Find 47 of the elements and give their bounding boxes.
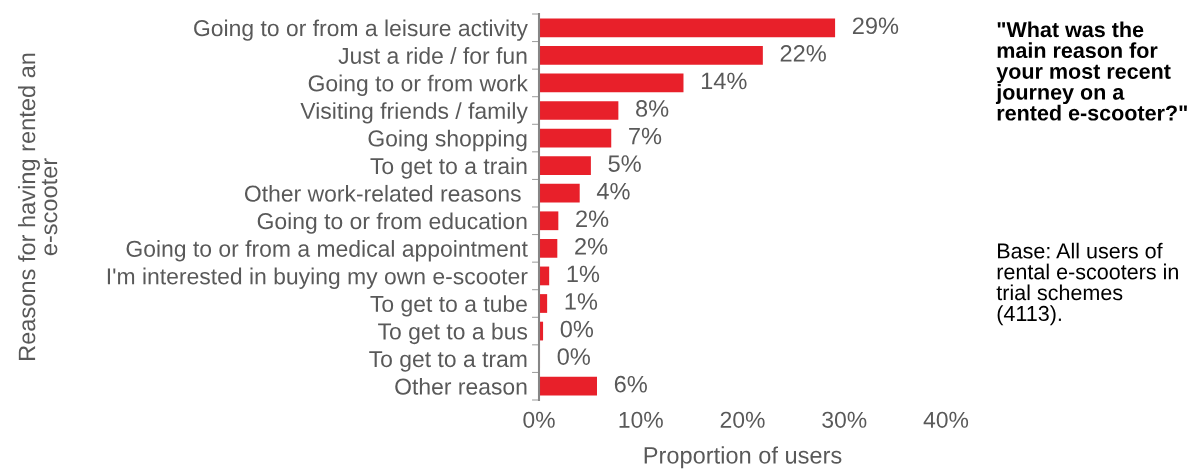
y-tick-label: To get to a bus bbox=[378, 322, 528, 345]
data-label: 4% bbox=[596, 182, 630, 200]
y-axis-title: Reasons for having rented an e-scooter bbox=[17, 53, 58, 360]
data-label: 2% bbox=[576, 210, 609, 228]
y-tick-label: Going to or from a medical appointment bbox=[126, 240, 528, 262]
bar bbox=[539, 45, 763, 65]
x-tick-label: 10% bbox=[619, 411, 663, 428]
x-tick-label: 20% bbox=[720, 411, 765, 428]
y-tick-label: Going to or from education bbox=[257, 212, 527, 234]
bar bbox=[539, 156, 591, 176]
data-label: 14% bbox=[701, 72, 747, 90]
x-tick-label: 40% bbox=[923, 411, 969, 428]
y-tick-label: Other work-related reasons bbox=[244, 184, 521, 202]
data-label: 6% bbox=[614, 375, 647, 393]
x-tick-label: 0% bbox=[523, 411, 555, 428]
y-tick-label: Visiting friends / family bbox=[300, 102, 528, 124]
y-tick-label: To get to a tram bbox=[369, 351, 527, 372]
y-tick-label: I'm interested in buying my own e-scooter bbox=[107, 267, 528, 289]
bar bbox=[539, 101, 619, 120]
y-tick-label: To get to a tube bbox=[370, 295, 527, 317]
y-tick-label: Going to or from a leisure activity bbox=[194, 19, 528, 41]
x-tick-label: 30% bbox=[822, 411, 867, 428]
bar bbox=[539, 18, 836, 38]
data-label: 2% bbox=[575, 237, 608, 255]
data-label: 0% bbox=[557, 348, 590, 365]
text: "What was the main reason for your most recent journey on a rented e-scooter?" bbox=[995, 21, 1187, 121]
data-label: 5% bbox=[608, 155, 641, 172]
y-tick-label: Just a ride / for fun bbox=[338, 47, 527, 64]
y-tick-label: Going shopping bbox=[368, 129, 527, 152]
bar bbox=[539, 128, 612, 148]
bar bbox=[539, 73, 684, 93]
y-tick-label: Going to or from work bbox=[308, 74, 528, 96]
data-label: 8% bbox=[636, 100, 669, 117]
data-label: 22% bbox=[780, 44, 826, 62]
data-label: 7% bbox=[629, 127, 662, 145]
data-label: 1% bbox=[565, 293, 598, 310]
bar bbox=[539, 183, 580, 203]
data-label: 1% bbox=[567, 265, 600, 283]
data-label: 0% bbox=[560, 320, 594, 338]
bar bbox=[539, 238, 558, 258]
y-tick-label: To get to a train bbox=[370, 157, 527, 179]
text: Base: All users of rental e-scooters in trial schemes (4113). bbox=[996, 242, 1178, 326]
bar bbox=[539, 376, 597, 396]
data-label: 29% bbox=[852, 17, 899, 35]
x-axis-title: Proportion of users bbox=[644, 446, 842, 469]
bar bbox=[539, 211, 559, 231]
y-tick-label: Other reason bbox=[395, 377, 527, 395]
